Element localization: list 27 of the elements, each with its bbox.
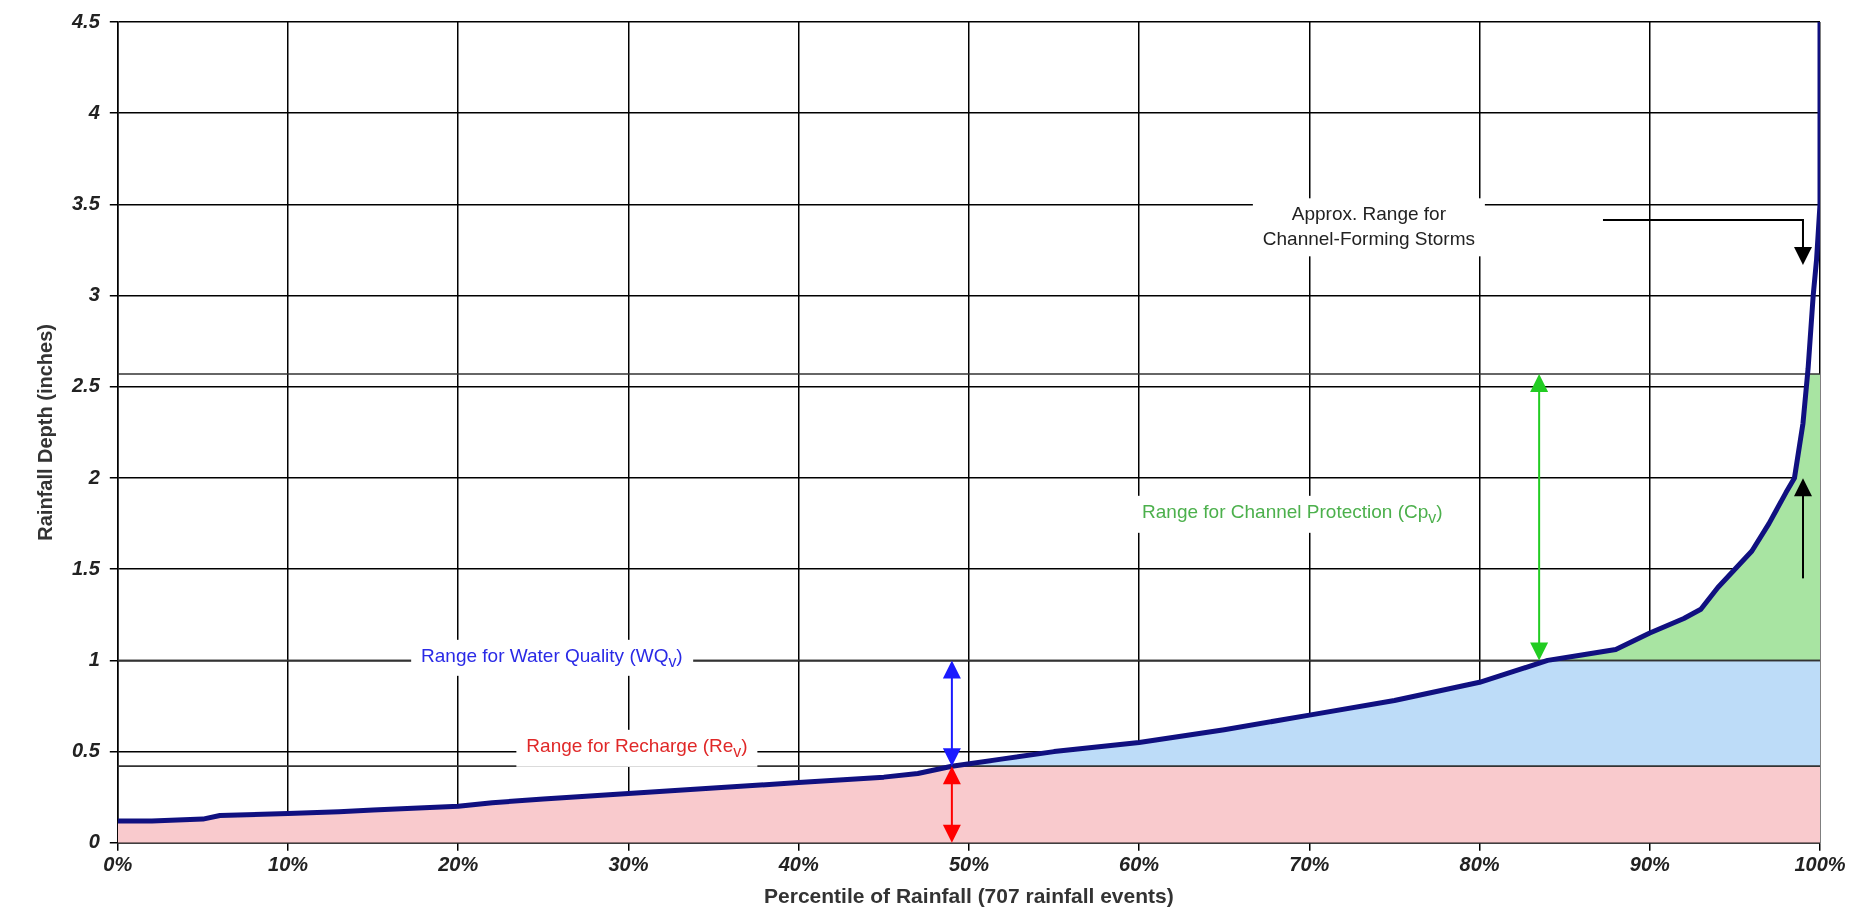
y-tick-label: 2.5 [70, 374, 101, 397]
x-tick-label: 100% [1794, 853, 1846, 876]
x-tick-label: 60% [1119, 853, 1160, 876]
x-tick-label: 0% [103, 853, 133, 876]
y-tick-label: 3 [88, 283, 100, 306]
x-tick-label: 70% [1289, 853, 1330, 876]
y-tick-label: 3.5 [71, 191, 101, 214]
band-label: Range for Water Quality (WQ$_{v}$) [411, 639, 693, 677]
x-tick-label: 80% [1459, 853, 1500, 876]
y-axis-title: Rainfall Depth (inches) [33, 324, 56, 541]
band-label: Range for Recharge (Re$_{v}$) [516, 730, 758, 767]
y-tick-label: 4.5 [70, 9, 101, 32]
y-tick-label: 2 [87, 465, 100, 488]
x-tick-label: 50% [948, 853, 990, 876]
y-tick-label: 1 [88, 647, 100, 670]
band-label: Range for Channel Protection (Cp$_{v}$) [1132, 496, 1453, 533]
x-tick-label: 10% [268, 853, 309, 876]
y-tick-label: 0 [88, 830, 100, 853]
x-tick-label: 90% [1629, 853, 1671, 876]
x-tick-label: 40% [777, 853, 819, 876]
y-tick-label: 4 [87, 100, 100, 123]
x-tick-label: 30% [608, 853, 649, 876]
x-axis-title: Percentile of Rainfall (707 rainfall events) [764, 884, 1174, 908]
x-tick-label: 20% [437, 853, 479, 876]
y-tick-label: 0.5 [71, 739, 101, 762]
annotation: Approx. Range for Channel-Forming Storms [1252, 198, 1486, 256]
y-tick-label: 1.5 [71, 556, 101, 579]
